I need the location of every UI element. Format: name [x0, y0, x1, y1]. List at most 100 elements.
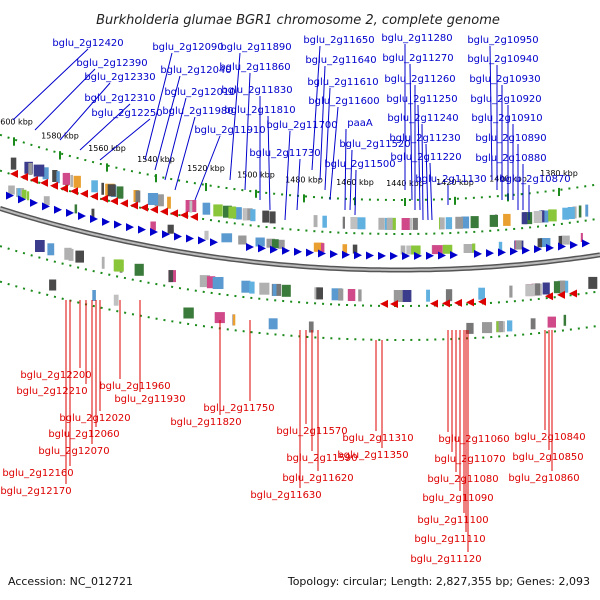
- map-title: Burkholderia glumae BGR1 chromosome 2, c…: [96, 13, 500, 28]
- forward-gene-label: bglu_2g11520: [339, 139, 410, 150]
- reverse-gene-label: bglu_2g11100: [417, 515, 488, 526]
- feature-block: [378, 217, 385, 230]
- feature-block: [199, 275, 211, 288]
- forward-callout: [244, 72, 251, 191]
- gene-labels: bglu_2g12420bglu_2g12390bglu_2g12330bglu…: [0, 33, 585, 565]
- feature-block: [455, 216, 463, 229]
- forward-arrow: [390, 251, 398, 260]
- forward-gene-label: bglu_2g10920: [470, 94, 541, 105]
- forward-gene-label: bglu_2g11650: [303, 35, 374, 46]
- reverse-gene-label: bglu_2g12200: [20, 370, 91, 381]
- forward-gene-label: bglu_2g11270: [382, 53, 453, 64]
- forward-arrow: [282, 246, 290, 255]
- feature-block: [461, 216, 470, 229]
- feature-block: [243, 208, 248, 221]
- reverse-arrow: [100, 194, 108, 203]
- reverse-arrow: [380, 299, 388, 308]
- feature-block: [558, 235, 562, 245]
- feature-block: [91, 208, 95, 218]
- feature-block: [8, 185, 15, 195]
- feature-block: [52, 170, 58, 182]
- forward-gene-label: bglu_2g11730: [249, 148, 320, 159]
- reverse-gene-label: bglu_2g11590: [286, 453, 357, 464]
- reverse-arrow: [557, 290, 565, 299]
- reverse-gene-label: bglu_2g11630: [250, 490, 321, 501]
- feature-block: [314, 242, 324, 252]
- forward-gene-label: bglu_2g11640: [305, 55, 376, 66]
- feature-block: [154, 194, 164, 207]
- forward-arrow: [402, 251, 410, 260]
- reverse-gene-label: bglu_2g11080: [427, 474, 498, 485]
- feature-block: [43, 196, 50, 206]
- forward-arrow: [186, 234, 194, 243]
- forward-gene-label: bglu_2g11130: [415, 174, 486, 185]
- feature-block: [563, 314, 567, 326]
- feature-block: [539, 238, 551, 247]
- feature-block: [75, 250, 84, 263]
- feature-block: [10, 157, 17, 170]
- backbone: [0, 206, 600, 273]
- feature-block: [272, 239, 279, 249]
- feature-block: [33, 164, 45, 177]
- forward-callout: [284, 130, 291, 221]
- feature-block: [426, 289, 430, 302]
- reverse-gene-label: bglu_2g11310: [342, 433, 413, 444]
- forward-callout: [344, 128, 347, 211]
- feature-block: [101, 182, 104, 195]
- feature-block: [507, 320, 513, 332]
- reverse-arrow: [466, 298, 474, 307]
- feature-block: [183, 307, 194, 319]
- feature-block: [113, 294, 119, 306]
- feature-block: [521, 212, 528, 225]
- reverse-gene-label: bglu_2g12160: [2, 468, 73, 479]
- feature-block: [412, 217, 418, 230]
- forward-arrow: [30, 198, 38, 207]
- forward-callout: [267, 115, 271, 211]
- feature-block: [214, 312, 225, 324]
- scale-label: 1540 kbp: [137, 155, 175, 164]
- reverse-arrow: [80, 189, 88, 198]
- feature-block: [242, 208, 253, 221]
- forward-arrow: [570, 240, 578, 249]
- forward-arrow: [558, 242, 566, 251]
- forward-gene-label: bglu_2g11240: [387, 113, 458, 124]
- reverse-arrow: [90, 192, 98, 201]
- feature-block: [73, 175, 81, 188]
- reverse-arrow: [454, 298, 462, 307]
- feature-block: [308, 321, 314, 333]
- forward-arrow: [18, 195, 26, 204]
- feature-block: [212, 277, 224, 289]
- feature-block: [553, 281, 561, 294]
- forward-arrow: [6, 191, 14, 200]
- feature-block: [585, 204, 589, 217]
- forward-callout: [229, 52, 241, 181]
- reverse-gene-label: bglu_2g12060: [48, 429, 119, 440]
- forward-callout: [59, 82, 111, 141]
- feature-block: [321, 243, 325, 253]
- reverse-arrow: [569, 289, 577, 298]
- feature-block: [406, 245, 414, 255]
- feature-tracks: [8, 157, 598, 334]
- feature-block: [472, 243, 476, 253]
- feature-block: [530, 318, 536, 330]
- reverse-arrow: [180, 211, 188, 220]
- feature-block: [342, 216, 345, 229]
- feature-block: [515, 240, 522, 250]
- feature-block: [523, 212, 533, 225]
- gene-arrows: [6, 169, 590, 308]
- feature-block: [445, 289, 453, 302]
- scale-label: 1480 kbp: [285, 175, 323, 184]
- feature-block: [238, 235, 247, 245]
- reverse-gene-label: bglu_2g12020: [59, 413, 130, 424]
- forward-arrow: [414, 251, 422, 260]
- forward-arrow: [270, 245, 278, 254]
- reverse-arrow: [430, 299, 438, 308]
- feature-block: [498, 321, 504, 332]
- forward-callout: [311, 45, 321, 171]
- forward-arrow: [150, 228, 158, 237]
- reverse-arrow: [190, 212, 198, 221]
- reverse-arrow: [10, 169, 18, 178]
- feature-block: [221, 233, 233, 243]
- reverse-arrow: [30, 175, 38, 184]
- forward-gene-label: bglu_2g11600: [308, 96, 379, 107]
